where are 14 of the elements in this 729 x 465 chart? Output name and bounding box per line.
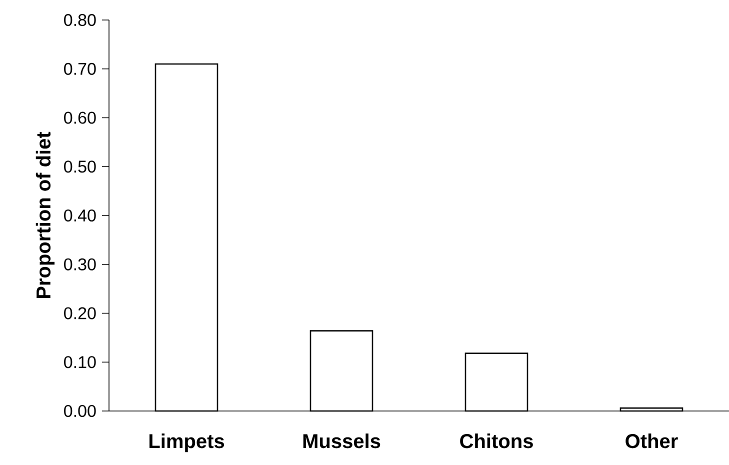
y-tick-label: 0.20 bbox=[64, 307, 96, 320]
x-tick-label: Other bbox=[626, 434, 678, 448]
x-tick-label: Mussels bbox=[303, 434, 380, 448]
y-tick-label: 0.30 bbox=[64, 258, 96, 270]
y-tick-label: 0.00 bbox=[64, 404, 96, 418]
x-tick-label: Chitons bbox=[460, 434, 533, 448]
y-tick-label: 0.60 bbox=[64, 112, 96, 124]
y-tick-label: 0.10 bbox=[64, 356, 96, 368]
y-tick-label: 0.50 bbox=[64, 160, 96, 173]
y-tick-label: 0.70 bbox=[64, 62, 96, 75]
y-tick-label: 0.80 bbox=[64, 14, 96, 26]
y-tick-label: 0.40 bbox=[64, 209, 96, 222]
y-axis-title: Proportion of diet bbox=[36, 132, 55, 298]
x-tick-label: Limpets bbox=[149, 434, 224, 452]
